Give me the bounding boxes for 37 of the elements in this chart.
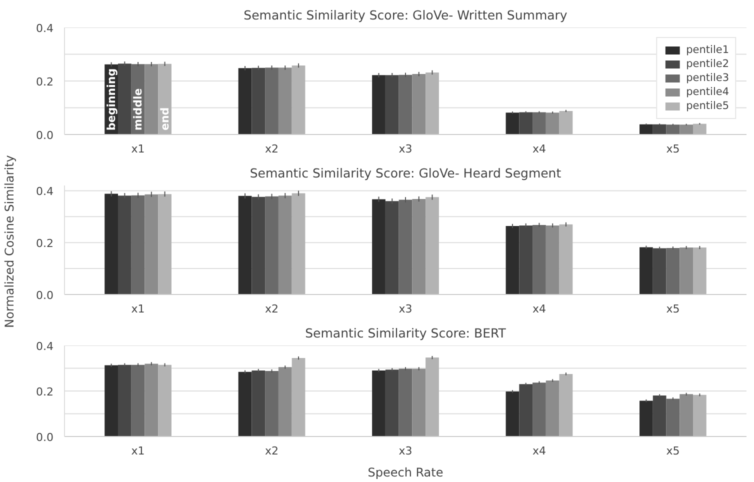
x-tick-label: x1 — [131, 444, 145, 458]
y-tick-label: 0.0 — [36, 289, 54, 302]
legend-label: pentile1 — [686, 44, 729, 56]
x-tick-label: x4 — [532, 444, 546, 458]
y-tick-label: 0.0 — [36, 129, 54, 142]
x-tick-label: x3 — [398, 444, 412, 458]
x-tick-label: x1 — [131, 142, 145, 156]
x-axis-title: Speech Rate — [368, 466, 444, 480]
chart-title: Semantic Similarity Score: BERT — [305, 326, 506, 340]
annotation: end — [158, 107, 172, 130]
legend-label: pentile4 — [686, 86, 729, 98]
annotation: middle — [132, 88, 145, 130]
x-tick-label: x3 — [398, 302, 412, 316]
y-tick-label: 0.4 — [36, 185, 54, 198]
y-tick-label: 0.2 — [36, 76, 54, 88]
x-tick-label: x2 — [265, 444, 279, 458]
y-axis-title: Normalized Cosine Similarity — [2, 155, 16, 328]
chart-title: Semantic Similarity Score: GloVe- Heard Segment — [250, 166, 562, 180]
legend-label: pentile2 — [686, 58, 729, 70]
x-tick-label: x3 — [398, 142, 412, 156]
y-tick-label: 0.2 — [36, 386, 54, 398]
legend-label: pentile3 — [686, 72, 729, 84]
x-tick-label: x4 — [532, 142, 546, 156]
y-tick-label: 0.4 — [36, 340, 54, 353]
x-tick-label: x1 — [131, 302, 145, 316]
annotation: beginning — [104, 68, 118, 130]
x-tick-label: x2 — [265, 142, 279, 156]
x-tick-label: x5 — [666, 302, 680, 316]
y-tick-label: 0.0 — [36, 431, 54, 444]
x-tick-label: x5 — [666, 142, 680, 156]
y-tick-label: 0.2 — [36, 237, 54, 250]
x-tick-label: x2 — [265, 302, 279, 316]
y-tick-label: 0.4 — [36, 22, 54, 35]
legend-label: pentile5 — [686, 100, 729, 112]
x-tick-label: x4 — [532, 302, 546, 316]
chart-title: Semantic Similarity Score: GloVe- Written Summary — [244, 8, 568, 22]
x-tick-label: x5 — [666, 444, 680, 458]
